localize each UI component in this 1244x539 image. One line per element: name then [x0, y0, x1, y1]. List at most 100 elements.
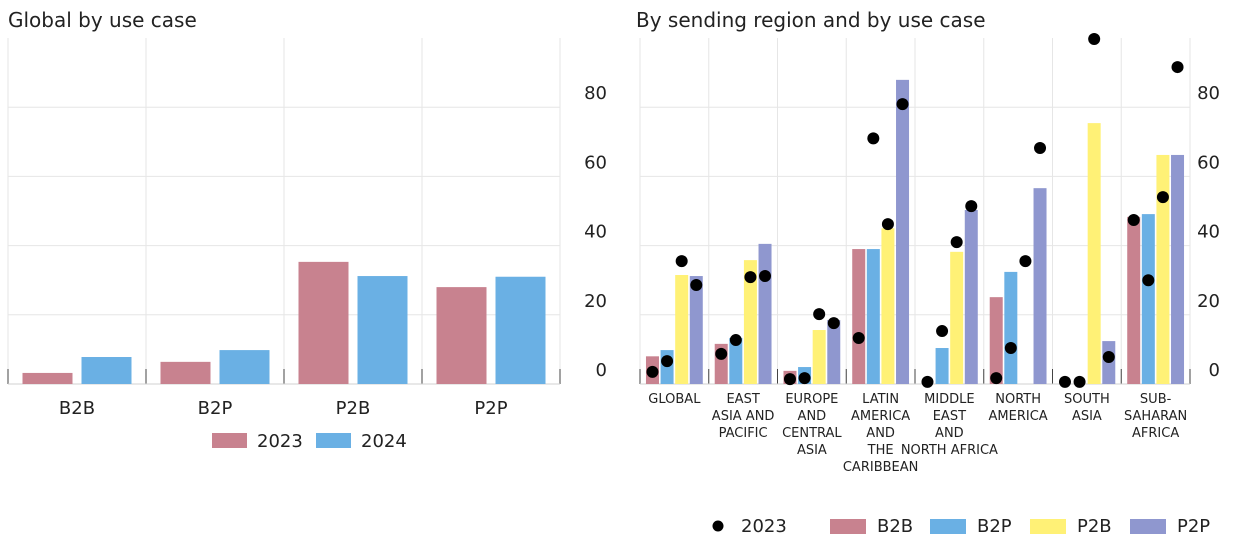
bar — [1141, 214, 1155, 384]
bar — [935, 348, 949, 384]
dot — [661, 355, 674, 368]
legend-swatch — [212, 433, 247, 448]
label-line: SOUTH — [1064, 392, 1110, 407]
label-line: SUB- — [1140, 392, 1172, 407]
dot — [1142, 274, 1155, 287]
x-tick-label: B2B — [59, 398, 95, 419]
label-line: MIDDLE — [924, 392, 975, 407]
bar — [1171, 154, 1185, 384]
bar — [298, 261, 349, 384]
dot — [921, 375, 934, 388]
x-tick-label: SUB- SAHARAN AFRICA — [1124, 392, 1187, 441]
legend-swatch — [1130, 519, 1166, 534]
x-tick-label: EUROPE AND CENTRAL ASIA — [782, 392, 842, 458]
dot — [744, 271, 757, 284]
y-tick-label: 20 — [1197, 291, 1220, 312]
legend-swatch — [830, 519, 866, 534]
bar — [689, 276, 703, 384]
dot — [881, 218, 894, 231]
legend-label: B2P — [977, 516, 1012, 537]
dot — [729, 334, 742, 347]
bar — [989, 297, 1003, 384]
label-line: AND — [866, 426, 895, 441]
bar — [743, 260, 757, 384]
dot — [759, 270, 772, 283]
legend-dot — [712, 520, 724, 532]
bar — [436, 287, 487, 384]
x-tick-label: NORTH AMERICA — [989, 392, 1048, 424]
y-tick-label: 0 — [1209, 360, 1220, 381]
label-line: LATIN — [862, 392, 899, 407]
bar — [1087, 123, 1101, 384]
bar — [896, 79, 910, 384]
legend-label: P2P — [1177, 516, 1210, 537]
bar — [866, 249, 880, 384]
dot — [1019, 255, 1032, 268]
legend-label: P2B — [1077, 516, 1112, 537]
dot — [965, 200, 978, 213]
x-tick-label: SOUTH ASIA — [1064, 392, 1110, 424]
label-line: ASIA AND — [712, 409, 775, 424]
x-tick-label: P2P — [474, 398, 507, 419]
dot — [1156, 191, 1169, 204]
label-line: ASIA — [797, 443, 827, 458]
chart-title: Global by use case — [8, 8, 197, 32]
dot — [1058, 375, 1071, 388]
label-line: THE — [867, 443, 894, 458]
dot — [813, 308, 826, 321]
dot — [798, 372, 811, 385]
bar — [729, 337, 743, 384]
dot — [1034, 142, 1047, 155]
bar — [1033, 188, 1047, 384]
y-tick-label: 80 — [584, 83, 607, 104]
y-tick-label: 60 — [1197, 152, 1220, 173]
bar — [357, 276, 408, 384]
dot — [1127, 213, 1140, 226]
dot — [852, 331, 865, 344]
label-line: CARIBBEAN — [843, 460, 919, 475]
dot — [990, 372, 1003, 385]
y-tick-label: 0 — [596, 360, 607, 381]
label-line: AFRICA — [1132, 426, 1179, 441]
bar — [812, 330, 826, 384]
dot — [715, 347, 728, 360]
dot — [646, 365, 659, 378]
x-tick-label: MIDDLE EAST AND NORTH AFRICA — [901, 392, 998, 458]
legend-label: 2023 — [741, 516, 787, 537]
bar — [675, 275, 689, 384]
bar — [758, 243, 772, 384]
legend-swatch — [1030, 519, 1066, 534]
bar — [950, 251, 964, 384]
bar — [827, 319, 841, 384]
y-tick-label: 80 — [1197, 83, 1220, 104]
bar — [852, 249, 866, 384]
dot — [896, 98, 909, 111]
legend-label: B2B — [877, 516, 913, 537]
bar — [160, 361, 211, 384]
label-line: GLOBAL — [648, 392, 701, 407]
dot — [867, 132, 880, 145]
x-tick-label: GLOBAL — [648, 392, 701, 407]
bar — [1004, 271, 1018, 384]
legend-swatch — [316, 433, 351, 448]
label-line: PACIFIC — [719, 426, 768, 441]
bar — [881, 228, 895, 384]
label-line: P2B — [336, 398, 371, 419]
label-line: AND — [935, 426, 964, 441]
x-tick-label: LATIN AMERICA AND THE CARIBBEAN — [843, 392, 919, 475]
dot — [1088, 33, 1101, 46]
bar — [1127, 216, 1141, 384]
label-line: CENTRAL — [782, 426, 842, 441]
dot — [783, 373, 796, 386]
y-tick-label: 20 — [584, 291, 607, 312]
dot — [1073, 375, 1086, 388]
label-line: P2P — [474, 398, 507, 419]
dot — [1171, 61, 1184, 74]
label-line: AMERICA — [989, 409, 1048, 424]
bar — [1156, 154, 1170, 384]
label-line: NORTH — [995, 392, 1041, 407]
label-line: EAST — [726, 392, 759, 407]
label-line: AMERICA — [851, 409, 910, 424]
